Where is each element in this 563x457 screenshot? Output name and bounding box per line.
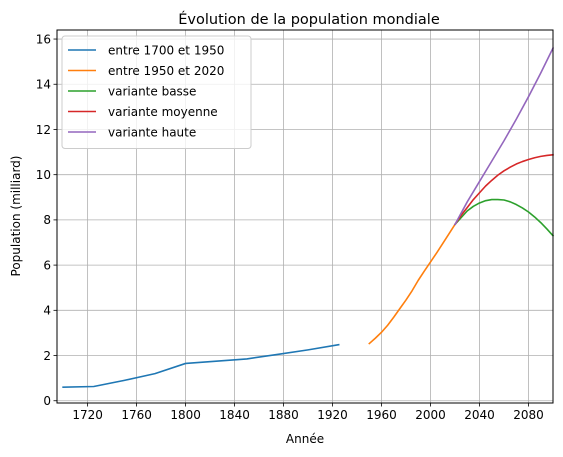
legend-label: variante basse [108,84,196,98]
x-tick-label: 2040 [464,408,495,422]
x-tick-label: 2000 [415,408,446,422]
legend-label: entre 1700 et 1950 [108,43,224,57]
x-tick-label: 1840 [219,408,250,422]
plot-frame [56,29,554,404]
legend-label: entre 1950 et 2020 [108,64,224,78]
x-tick-label: 1960 [366,408,397,422]
series-line-0 [62,343,340,388]
x-tick-label: 2080 [513,408,544,422]
x-tick-label: 1800 [170,408,201,422]
x-tick-label: 1920 [317,408,348,422]
legend: entre 1700 et 1950 entre 1950 et 2020 vari… [61,35,252,149]
legend-label: variante moyenne [108,105,218,119]
y-tick-label: 8 [43,213,51,227]
series-line-2 [453,198,555,237]
grid-lines [57,30,553,403]
x-axis-label: Année [286,432,324,446]
series-line-4 [453,47,555,226]
legend-label: variante haute [108,125,196,139]
chart-title: Évolution de la population mondiale [178,11,440,28]
y-tick-label: 2 [43,349,51,363]
x-tick-label: 1720 [72,408,103,422]
legend-box [61,35,252,149]
series-line-1 [368,223,457,345]
y-tick-label: 10 [36,168,51,182]
y-tick-label: 4 [43,304,51,318]
y-tick-label: 6 [43,258,51,272]
y-tick-label: 16 [36,32,51,46]
x-axis: 1720 1760 1800 1840 1880 1920 1960 2000 2040 2080 [72,403,544,422]
series-line-3 [453,153,554,226]
x-tick-label: 1880 [268,408,299,422]
y-tick-label: 0 [43,394,51,408]
x-tick-label: 1760 [121,408,152,422]
y-tick-label: 14 [36,78,51,92]
y-tick-label: 12 [36,123,51,137]
y-axis-label: Population (milliard) [9,156,23,277]
y-axis: 0 2 4 6 8 10 12 14 16 [36,32,57,408]
series-layer [62,47,555,388]
